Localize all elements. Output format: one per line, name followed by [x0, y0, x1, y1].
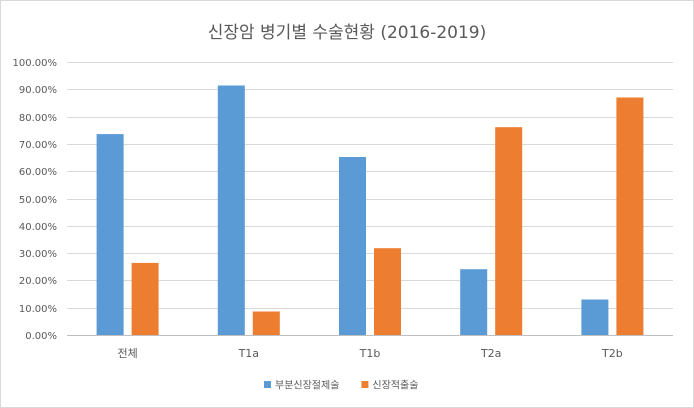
y-tick-label: 50.00%	[19, 195, 57, 206]
bar-전체-신장적출술	[131, 262, 159, 335]
bars	[96, 85, 644, 335]
bar-T1b-신장적출술	[374, 248, 401, 335]
y-tick-label: 40.00%	[19, 222, 57, 233]
legend-label: 신장적출술	[372, 380, 418, 392]
y-axis-ticks: 0.00% 10.00% 20.00% 30.00% 40.00% 50.00% 60.00…	[13, 58, 58, 342]
y-tick-label: 10.00%	[19, 304, 57, 315]
bar-T1b-부분신장절제술	[339, 157, 366, 335]
bar-T1a-부분신장절제술	[217, 85, 245, 335]
legend-swatch	[361, 381, 369, 388]
bar-T1a-신장적출술	[252, 311, 280, 335]
y-tick-label: 60.00%	[19, 167, 57, 178]
x-tick-label: T2a	[480, 347, 501, 360]
y-tick-label: 30.00%	[19, 249, 57, 260]
y-tick-label: 0.00%	[25, 331, 57, 342]
chart-title: 신장암 병기별 수술현황 (2016-2019)	[208, 23, 487, 43]
legend-label: 부분신장절제술	[275, 379, 339, 392]
gridlines	[67, 62, 673, 336]
x-tick-label: T1a	[238, 347, 259, 360]
legend-swatch	[264, 381, 271, 388]
bar-T2b-신장적출술	[616, 97, 644, 335]
bar-전체-부분신장절제술	[96, 134, 124, 335]
legend: 부분신장절제술 신장적출술	[264, 379, 418, 392]
y-tick-label: 70.00%	[19, 140, 57, 151]
y-tick-label: 100.00%	[13, 58, 58, 69]
x-tick-label: T1b	[359, 347, 381, 360]
bar-T2a-신장적출술	[495, 127, 523, 335]
y-tick-label: 80.00%	[19, 113, 57, 124]
y-tick-label: 90.00%	[19, 85, 57, 96]
x-tick-label: 전체	[117, 347, 137, 360]
x-tick-label: T2b	[601, 347, 623, 360]
x-axis-ticks: 전체 T1a T1b T2a T2b	[117, 347, 622, 360]
bar-T2b-부분신장절제술	[581, 299, 609, 335]
y-tick-label: 20.00%	[19, 276, 57, 287]
bar-T2a-부분신장절제술	[460, 269, 488, 335]
